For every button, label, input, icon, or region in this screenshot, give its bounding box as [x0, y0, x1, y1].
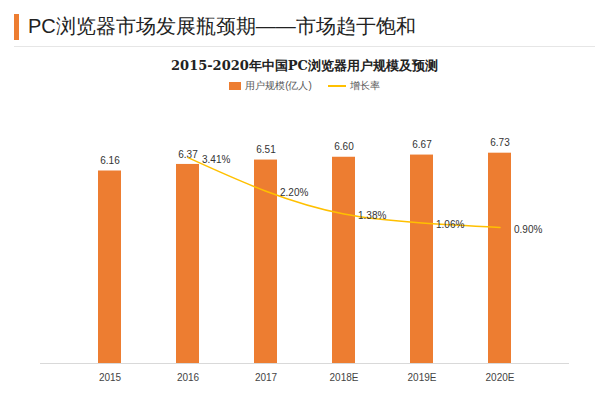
svg-text:2017: 2017	[255, 372, 278, 383]
html-text:2015-2020年中国PC浏览器用户规模及预测: 2015-2020年中国PC浏览器用户规模及预测	[171, 58, 438, 73]
svg-text:6.67: 6.67	[412, 139, 432, 150]
html-text:用户规模(亿人): 用户规模(亿人)	[245, 80, 312, 91]
html-text:PC浏览器市场发展瓶颈期——市场趋于饱和: PC浏览器市场发展瓶颈期——市场趋于饱和	[28, 15, 416, 37]
svg-text:6.16: 6.16	[100, 155, 120, 166]
svg-text:1.06%: 1.06%	[436, 219, 464, 230]
svg-text:2015: 2015	[99, 372, 122, 383]
svg-text:2.20%: 2.20%	[280, 187, 308, 198]
svg-text:1.38%: 1.38%	[358, 210, 386, 221]
html-text:增长率: 增长率	[349, 80, 380, 91]
svg-text:0.90%: 0.90%	[514, 224, 542, 235]
svg-text:6.60: 6.60	[334, 141, 354, 152]
svg-text:3.41%: 3.41%	[202, 154, 230, 165]
svg-text:2020E: 2020E	[486, 372, 515, 383]
svg-text:6.73: 6.73	[490, 137, 510, 148]
svg-text:2016: 2016	[177, 372, 200, 383]
svg-text:6.37: 6.37	[178, 148, 198, 160]
svg-text:2019E: 2019E	[408, 372, 437, 383]
svg-text:6.51: 6.51	[256, 144, 276, 155]
svg-text:2018E: 2018E	[330, 372, 359, 383]
